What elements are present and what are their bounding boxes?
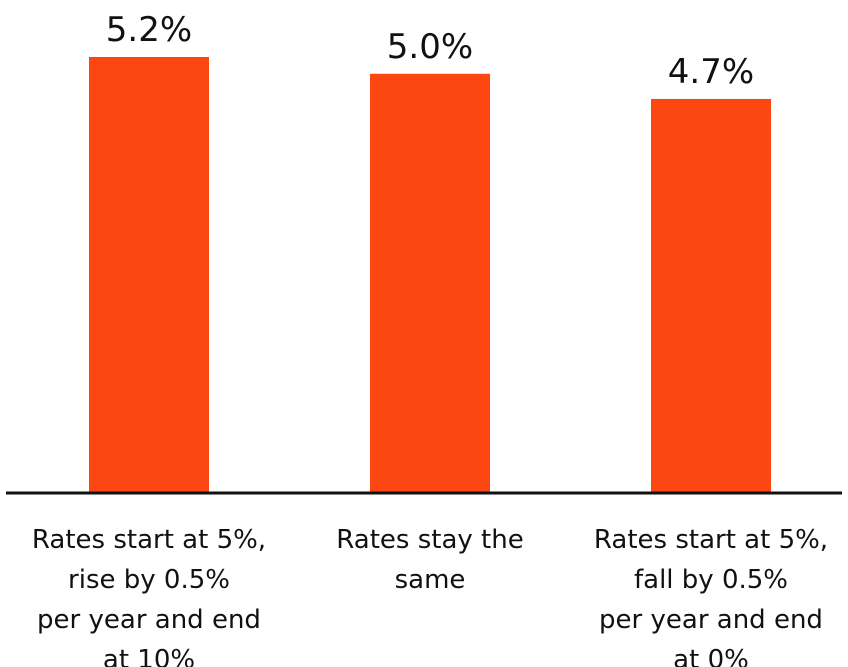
category-label-3-line-2: fall by 0.5% bbox=[634, 565, 788, 595]
category-labels-layer: Rates start at 5%, rise by 0.5% per year a… bbox=[32, 525, 828, 667]
category-label-1-line-1: Rates start at 5%, bbox=[32, 525, 266, 555]
value-label-3: 4.7% bbox=[668, 52, 754, 92]
category-label-2: Rates stay the same bbox=[336, 525, 523, 595]
category-label-3: Rates start at 5%, fall by 0.5% per year a… bbox=[594, 525, 828, 667]
category-label-3-line-1: Rates start at 5%, bbox=[594, 525, 828, 555]
category-label-1-line-3: per year and end bbox=[37, 605, 261, 635]
bar-1 bbox=[89, 57, 209, 493]
category-label-1-line-4: at 10% bbox=[103, 645, 195, 667]
bar-2 bbox=[370, 73, 490, 494]
value-label-2: 5.0% bbox=[387, 27, 473, 67]
category-label-1-line-2: rise by 0.5% bbox=[68, 565, 230, 595]
bars-layer bbox=[89, 57, 771, 494]
value-labels-layer: 5.2% 5.0% 4.7% bbox=[106, 10, 754, 92]
category-label-3-line-3: per year and end bbox=[599, 605, 823, 635]
value-label-1: 5.2% bbox=[106, 10, 192, 50]
category-label-3-line-4: at 0% bbox=[673, 645, 749, 667]
category-label-2-line-2: same bbox=[395, 565, 466, 595]
bar-3 bbox=[651, 98, 771, 493]
category-label-1: Rates start at 5%, rise by 0.5% per year a… bbox=[32, 525, 266, 667]
category-label-2-line-1: Rates stay the bbox=[336, 525, 523, 555]
